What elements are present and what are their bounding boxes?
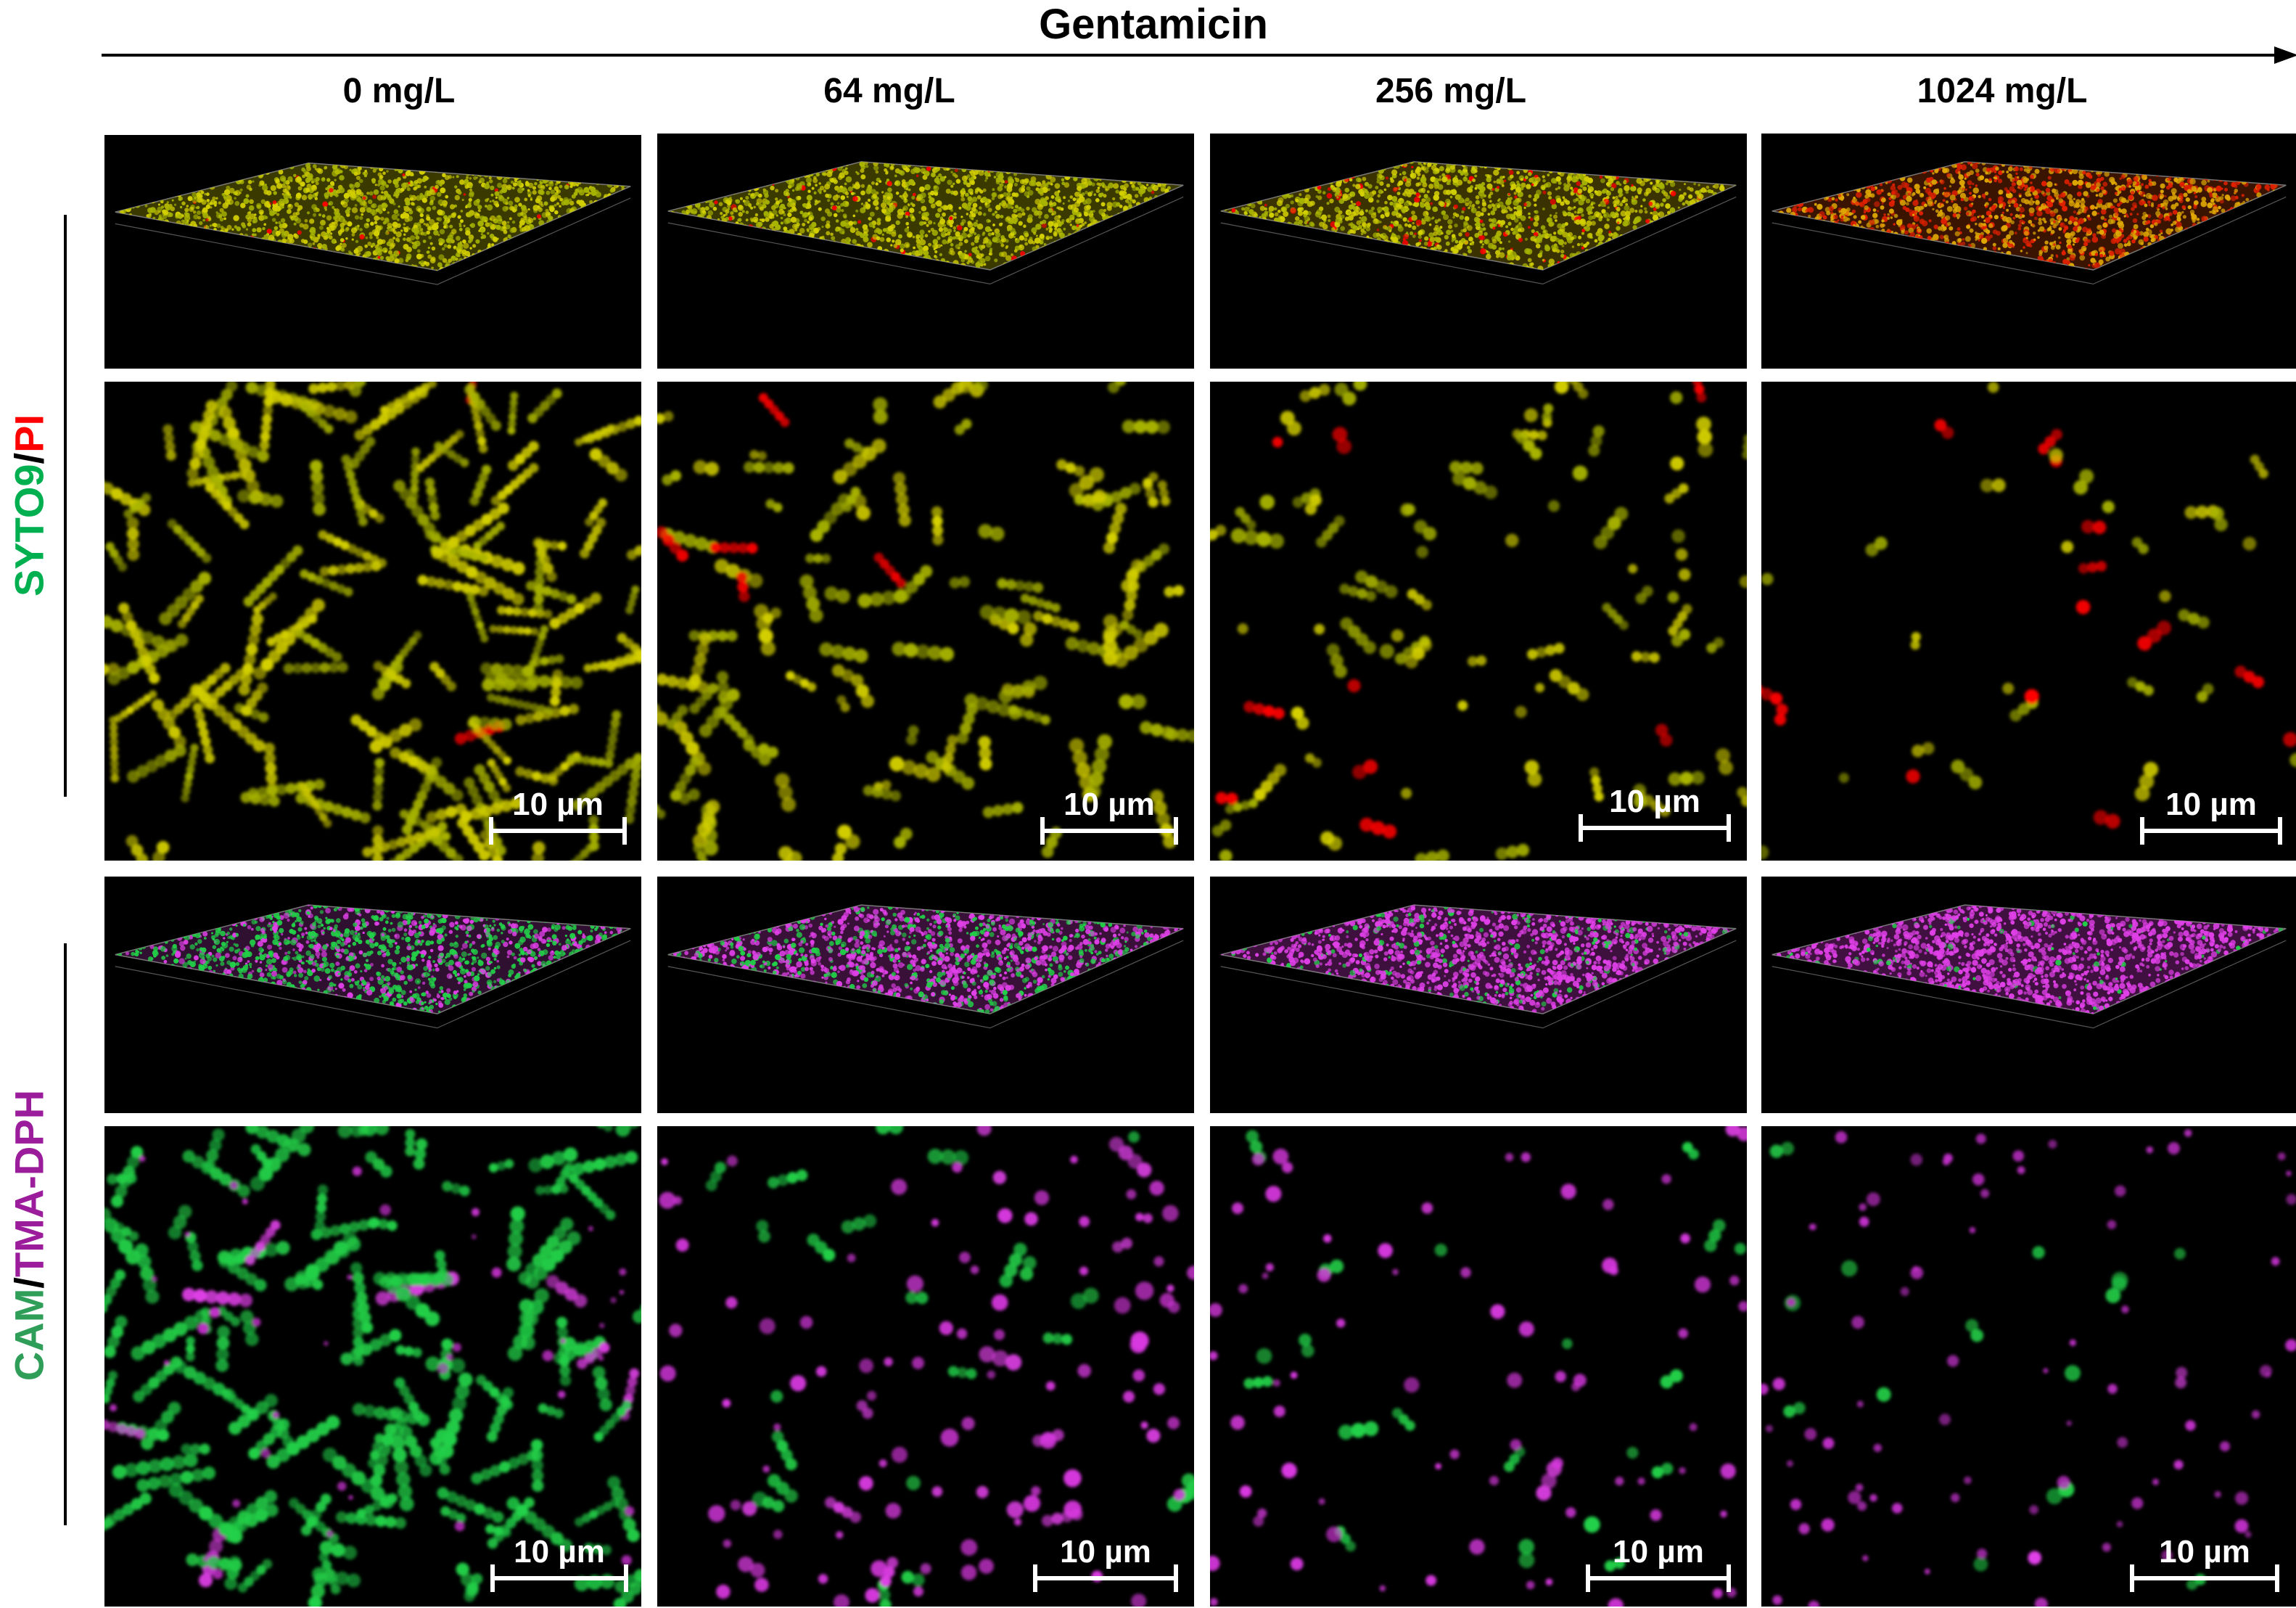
scale-bar-syto9-256: 10 µm <box>1579 784 1731 849</box>
panel-2d-cam-0 <box>104 1126 641 1607</box>
panel-2d-cam-1024 <box>1761 1126 2296 1607</box>
micrograph-image <box>115 904 631 1029</box>
micrograph-image <box>1210 382 1747 861</box>
scale-bar-label: 10 µm <box>2130 1534 2279 1570</box>
micrograph-image <box>1210 1126 1747 1607</box>
scale-bar-cam-0: 10 µm <box>490 1534 628 1599</box>
micrograph-image <box>667 161 1184 284</box>
micrograph-image <box>1761 1129 2296 1607</box>
scale-bar-label: 10 µm <box>489 787 627 823</box>
row-bar-live-dead <box>64 215 67 797</box>
scale-bar-label: 10 µm <box>1040 787 1178 823</box>
scale-bar-syto9-1024: 10 µm <box>2140 787 2282 852</box>
scale-bar-cam-64: 10 µm <box>1033 1534 1178 1599</box>
micrograph-image <box>1772 904 2287 1029</box>
micrograph-image <box>1220 161 1737 284</box>
scale-bar-syto9-64: 10 µm <box>1040 787 1178 852</box>
scale-bar-syto9-0: 10 µm <box>489 787 627 852</box>
scale-bar-label: 10 µm <box>2140 787 2282 823</box>
column-label-0: 0 mg/L <box>218 70 580 113</box>
column-label-256: 256 mg/L <box>1270 70 1632 113</box>
panel-2d-syto9-0 <box>104 382 641 861</box>
micrograph-image <box>1761 382 2296 860</box>
panel-3d-syto9-256 <box>1210 134 1747 369</box>
micrograph-image <box>659 1126 1194 1607</box>
panel-3d-syto9-0 <box>104 135 641 369</box>
row-bar-membrane <box>64 943 67 1525</box>
header-title: Gentamicin <box>987 0 1320 49</box>
scale-bar-label: 10 µm <box>1586 1534 1731 1570</box>
panel-2d-syto9-64 <box>657 382 1194 861</box>
micrograph-image <box>104 1126 641 1607</box>
gentamicin-gradient-arrow <box>102 46 2296 64</box>
panel-2d-cam-256 <box>1210 1126 1747 1607</box>
scale-bar-cam-256: 10 µm <box>1586 1534 1731 1599</box>
scale-bar-label: 10 µm <box>1033 1534 1178 1570</box>
micrograph-image <box>657 382 1194 861</box>
column-label-1024: 1024 mg/L <box>1821 70 2184 113</box>
panel-3d-cam-64 <box>657 877 1194 1113</box>
scale-bar-label: 10 µm <box>1579 784 1731 820</box>
row-label-live-dead: SYTO9/PI <box>6 361 53 651</box>
panel-2d-syto9-256 <box>1210 382 1747 861</box>
scale-bar-cam-1024: 10 µm <box>2130 1534 2279 1599</box>
row-label-membrane: CAM/TMA-DPH <box>6 1054 53 1417</box>
micrograph-image <box>104 382 641 861</box>
micrograph-image <box>1220 904 1737 1029</box>
panel-3d-syto9-1024 <box>1761 134 2296 369</box>
micrograph-image <box>115 162 631 285</box>
panel-3d-cam-1024 <box>1761 877 2296 1113</box>
micrograph-image <box>1772 161 2287 284</box>
panel-2d-syto9-1024 <box>1761 382 2296 861</box>
panel-2d-cam-64 <box>657 1126 1194 1607</box>
scale-bar-label: 10 µm <box>490 1534 628 1570</box>
panel-3d-cam-256 <box>1210 877 1747 1113</box>
panel-3d-cam-0 <box>104 877 641 1113</box>
panel-3d-syto9-64 <box>657 134 1194 369</box>
column-label-64: 64 mg/L <box>708 70 1071 113</box>
micrograph-image <box>667 904 1184 1029</box>
